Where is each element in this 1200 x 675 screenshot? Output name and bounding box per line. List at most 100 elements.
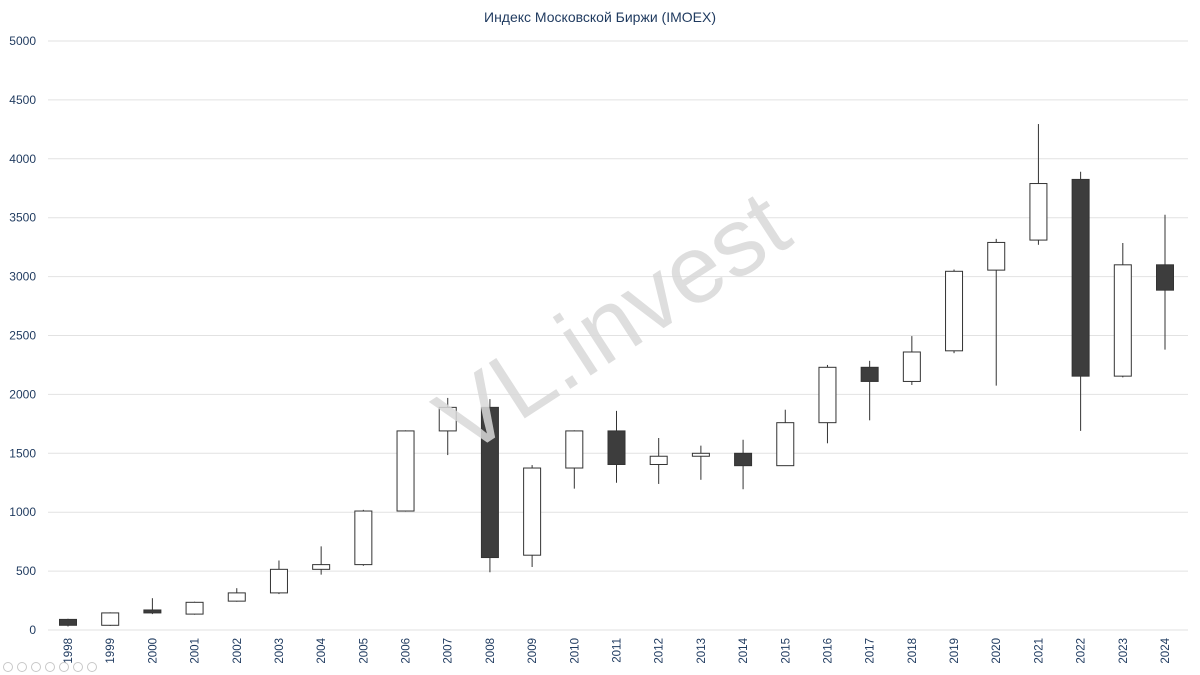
zoom-out-icon[interactable] [59, 662, 69, 672]
candle-2016 [818, 364, 837, 444]
x-tick-label: 2002 [232, 638, 244, 664]
candle-2008 [480, 399, 499, 573]
candle-body [1156, 264, 1174, 291]
candle-2011 [607, 410, 626, 483]
candle-body [480, 406, 499, 559]
more-icon[interactable] [87, 662, 97, 672]
x-tick-label: 2019 [949, 638, 961, 664]
candle-2023 [1113, 243, 1132, 378]
search-icon[interactable] [73, 662, 83, 672]
y-tick-label: 4000 [9, 152, 36, 166]
x-tick-label: 2021 [1033, 638, 1045, 664]
candle-body [860, 366, 879, 382]
y-tick-label: 500 [16, 564, 36, 578]
y-axis: 0 500 1000 1500 2000 2500 3000 3500 4000 4500 5000 [9, 34, 36, 637]
candle-body [396, 430, 415, 512]
x-tick-label: 2011 [612, 638, 624, 663]
x-tick-label: 2024 [1160, 637, 1172, 663]
y-tick-label: 1000 [9, 505, 36, 519]
candle-2009 [523, 465, 542, 567]
x-tick-label: 2001 [190, 638, 202, 664]
y-tick-label: 1500 [9, 446, 36, 460]
candle-2003 [269, 560, 288, 595]
candle-1999 [101, 612, 120, 626]
grid-layer [48, 40, 1188, 631]
candle-2024 [1156, 214, 1174, 350]
candle-body [607, 430, 626, 465]
candle-body [101, 612, 120, 626]
candle-2020 [987, 238, 1006, 386]
watermark-text: VL.invest [418, 170, 807, 475]
x-tick-label: 2010 [569, 638, 581, 664]
edit-icon[interactable] [31, 662, 41, 672]
candle-2014 [734, 439, 753, 490]
zoom-in-icon[interactable] [45, 662, 55, 672]
x-axis: 1998 1999 2000 2001 2002 2003 2004 2005 2006 2007… [63, 637, 1172, 663]
x-tick-label: 2009 [527, 638, 539, 664]
candle-body [945, 270, 964, 352]
x-tick-label: 2003 [274, 638, 286, 664]
x-tick-label: 2004 [316, 637, 328, 663]
candle-body [523, 467, 542, 556]
candle-2017 [860, 360, 879, 421]
candle-body [269, 568, 288, 594]
candle-body [565, 430, 584, 469]
candle-2015 [776, 409, 795, 467]
x-tick-label: 2008 [485, 638, 497, 664]
candle-2004 [312, 546, 331, 575]
candle-body [1029, 183, 1048, 241]
x-tick-label: 2018 [907, 638, 919, 664]
candle-2007 [438, 397, 457, 456]
candle-body [1113, 264, 1132, 377]
candle-2019 [945, 269, 964, 354]
x-tick-label: 2007 [443, 638, 455, 664]
candle-body [776, 422, 795, 467]
x-tick-label: 2016 [822, 638, 834, 664]
candle-2001 [185, 601, 204, 615]
candle-body [902, 351, 921, 382]
candle-body [734, 452, 753, 467]
x-tick-label: 2000 [147, 638, 159, 664]
candle-2012 [649, 437, 668, 484]
x-tick-label: 2005 [358, 638, 370, 664]
candles-layer [59, 124, 1174, 627]
candle-2010 [565, 430, 584, 489]
viewer-controls [3, 662, 97, 672]
candle-2005 [354, 509, 373, 566]
x-tick-label: 2014 [738, 637, 750, 663]
x-tick-label: 2020 [991, 638, 1003, 664]
candle-body [185, 601, 204, 615]
y-tick-label: 3000 [9, 270, 36, 284]
y-tick-label: 4500 [9, 93, 36, 107]
candle-body [818, 366, 837, 424]
prev-icon[interactable] [3, 662, 13, 672]
candle-2022 [1071, 171, 1090, 431]
candle-body [649, 455, 668, 465]
candle-2006 [396, 430, 415, 512]
y-tick-label: 0 [29, 623, 36, 637]
candle-body [227, 592, 246, 602]
x-tick-label: 2017 [865, 638, 877, 664]
candle-body [691, 452, 710, 457]
candle-body [59, 618, 77, 626]
candle-body [354, 510, 373, 566]
candle-body [312, 564, 331, 570]
x-tick-label: 2022 [1076, 638, 1088, 664]
x-tick-label: 2013 [696, 638, 708, 664]
candle-2013 [691, 445, 710, 480]
x-tick-label: 2023 [1118, 638, 1130, 664]
candle-body [1071, 178, 1090, 377]
x-tick-label: 2015 [780, 638, 792, 664]
y-tick-label: 3500 [9, 211, 36, 225]
candle-2021 [1029, 124, 1048, 245]
next-icon[interactable] [17, 662, 27, 672]
y-tick-label: 2000 [9, 387, 36, 401]
x-tick-label: 2012 [654, 638, 666, 664]
chart-title: Индекс Московской Биржи (IMOEX) [484, 9, 716, 25]
candle-2002 [227, 588, 246, 602]
candle-body [987, 241, 1006, 271]
y-tick-label: 5000 [9, 34, 36, 48]
y-tick-label: 2500 [9, 329, 36, 343]
